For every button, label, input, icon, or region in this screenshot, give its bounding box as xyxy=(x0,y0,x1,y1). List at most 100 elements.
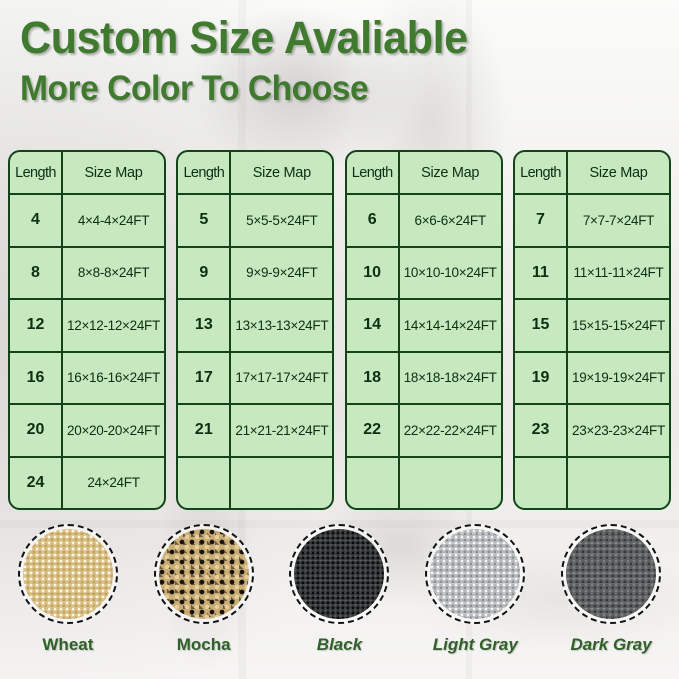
color-swatch[interactable]: Mocha xyxy=(136,524,272,655)
table-row: 22 22×22-22×24FT xyxy=(346,405,501,458)
cell-size-map: 15×15-15×24FT xyxy=(572,317,665,333)
cell-size-map: 11×11-11×24FT xyxy=(573,265,664,281)
cell-length: 15 xyxy=(515,300,568,351)
page-title-primary: Custom Size Avaliable xyxy=(20,12,468,63)
cell-size-map: 5×5-5×24FT xyxy=(246,212,318,228)
swatch-label: Mocha xyxy=(176,635,231,654)
cell-length: 14 xyxy=(347,300,400,351)
cell-length: 19 xyxy=(515,352,568,403)
cell-length: 20 xyxy=(10,405,63,456)
cell-size-map: 6×6-6×24FT xyxy=(414,212,487,228)
cell-length: 5 xyxy=(178,195,232,246)
swatch-disc-outline xyxy=(289,524,390,624)
table-row: 4 4×4-4×24FT xyxy=(10,195,164,248)
color-swatch[interactable]: Light Gray xyxy=(407,524,543,655)
swatch-disc-outline xyxy=(17,524,118,624)
cell-size-map: 12×12-12×24FT xyxy=(67,317,160,333)
table-row: 9 9×9-9×24FT xyxy=(178,247,333,300)
cell-size-map: 21×21-21×24FT xyxy=(235,422,329,438)
column-header-length: Length xyxy=(347,152,400,193)
cell-length: 23 xyxy=(515,405,568,456)
swatch-disc-outline xyxy=(561,524,662,624)
cell-size-map: 19×19-19×24FT xyxy=(572,370,665,386)
cell-length: 10 xyxy=(347,247,400,298)
table-row: 21 21×21-21×24FT xyxy=(178,405,333,458)
cell-size-map: 16×16-16×24FT xyxy=(67,370,160,386)
cell-length: 24 xyxy=(10,457,63,508)
cell-length: 8 xyxy=(10,247,63,298)
cell-length: 4 xyxy=(10,195,63,246)
cell-size-map: 9×9-9×24FT xyxy=(246,265,318,281)
table-row: 23 23×23-23×24FT xyxy=(514,405,669,458)
cell-size-map: 17×17-17×24FT xyxy=(235,370,329,386)
cell-length: 16 xyxy=(10,352,63,403)
table-row: 6 6×6-6×24FT xyxy=(346,195,501,248)
column-header-size-map: Size Map xyxy=(421,164,480,181)
cell-length: 13 xyxy=(178,300,232,351)
table-row: 11 11×11-11×24FT xyxy=(514,247,669,300)
table-row: 14 14×14-14×24FT xyxy=(346,300,501,353)
cell-size-map: 20×20-20×24FT xyxy=(67,422,160,438)
cell-size-map: 10×10-10×24FT xyxy=(403,265,497,281)
size-table-4: Length Size Map 7 7×7-7×24FT 11 11×11-11×24FT… xyxy=(512,150,671,510)
column-header-length: Length xyxy=(178,152,232,193)
fabric-texture-icon xyxy=(430,529,521,619)
headings-block: Custom Size Avaliable More Color To Choo… xyxy=(20,14,486,107)
cell-length xyxy=(178,457,232,508)
table-row: 17 17×17-17×24FT xyxy=(178,352,333,405)
table-row: 10 10×10-10×24FT xyxy=(346,247,501,300)
table-row: 5 5×5-5×24FT xyxy=(178,195,333,248)
table-row: 16 16×16-16×24FT xyxy=(10,352,164,405)
cell-size-map: 14×14-14×24FT xyxy=(403,317,497,333)
swatch-label: Light Gray xyxy=(432,635,518,654)
cell-size-map: 13×13-13×24FT xyxy=(235,317,329,333)
color-swatch[interactable]: Wheat xyxy=(0,524,136,655)
cell-size-map xyxy=(568,458,669,509)
cell-length: 22 xyxy=(347,405,400,456)
cell-length: 21 xyxy=(178,405,232,456)
cell-length: 7 xyxy=(515,195,568,246)
size-table-1: Length Size Map 4 4×4-4×24FT 8 8×8-8×24FT 12 12… xyxy=(8,150,166,510)
table-row: 15 15×15-15×24FT xyxy=(514,300,669,353)
table-row: 19 19×19-19×24FT xyxy=(514,352,669,405)
table-row xyxy=(515,457,669,509)
cell-length: 6 xyxy=(347,195,400,246)
color-swatch[interactable]: Dark Gray xyxy=(543,524,679,655)
table-row: 13 13×13-13×24FT xyxy=(178,300,333,353)
table-row: 8 8×8-8×24FT xyxy=(10,247,164,300)
cell-size-map: 7×7-7×24FT xyxy=(582,212,655,228)
fabric-texture-icon xyxy=(158,529,249,619)
column-header-size-map: Size Map xyxy=(84,164,143,181)
table-header-row: Length Size Map xyxy=(10,152,164,195)
cell-size-map xyxy=(400,458,501,509)
cell-size-map: 22×22-22×24FT xyxy=(403,422,497,438)
table-header-row: Length Size Map xyxy=(514,152,669,195)
swatch-disc-outline xyxy=(153,524,254,624)
cell-size-map: 24×24FT xyxy=(87,475,140,491)
fabric-texture-icon xyxy=(294,529,385,619)
fabric-texture-icon xyxy=(22,529,113,619)
cell-length: 12 xyxy=(10,300,63,351)
cell-size-map: 18×18-18×24FT xyxy=(403,370,497,386)
column-header-size-map: Size Map xyxy=(589,164,648,181)
cell-size-map: 8×8-8×24FT xyxy=(77,265,150,281)
table-row: 20 20×20-20×24FT xyxy=(10,405,164,458)
column-header-length: Length xyxy=(10,152,63,193)
swatch-disc-outline xyxy=(425,524,526,624)
swatch-label: Dark Gray xyxy=(570,635,652,654)
cell-length: 18 xyxy=(347,352,400,403)
cell-length xyxy=(515,457,568,508)
cell-length: 17 xyxy=(178,352,232,403)
cell-length: 9 xyxy=(178,247,232,298)
table-row: 12 12×12-12×24FT xyxy=(10,300,164,353)
swatch-label: Wheat xyxy=(42,635,94,654)
color-swatch[interactable]: Black xyxy=(272,524,408,655)
column-header-size-map: Size Map xyxy=(252,164,311,181)
size-table-2: Length Size Map 5 5×5-5×24FT 9 9×9-9×24FT 13 13… xyxy=(176,150,335,510)
table-row xyxy=(178,457,332,508)
column-header-length: Length xyxy=(515,152,568,193)
page-title-secondary: More Color To Choose xyxy=(20,68,369,108)
cell-size-map: 23×23-23×24FT xyxy=(572,422,665,438)
table-row xyxy=(347,457,501,509)
cell-length: 11 xyxy=(515,247,568,298)
